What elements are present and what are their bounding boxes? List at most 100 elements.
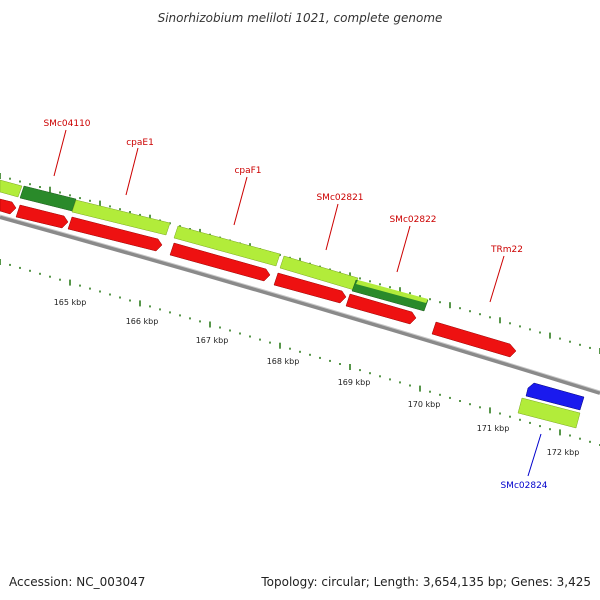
tick-mark — [489, 407, 491, 414]
tick-mark — [79, 284, 81, 287]
tick-mark — [589, 440, 591, 443]
tick-mark — [569, 434, 571, 437]
tick-mark — [199, 320, 201, 323]
tick-mark — [119, 208, 121, 211]
gene-feature-cpae1[interactable] — [71, 199, 171, 236]
tick-mark — [349, 364, 351, 370]
tick-mark — [489, 316, 491, 319]
cds-feature[interactable] — [15, 204, 69, 229]
tick-mark — [99, 200, 101, 207]
tick-mark — [409, 384, 411, 387]
tick-mark — [559, 429, 561, 436]
tick-mark — [49, 275, 51, 278]
tick-mark — [379, 375, 381, 378]
tick-mark — [249, 335, 251, 338]
tick-mark — [29, 269, 31, 272]
tick-mark — [139, 300, 141, 307]
tick-mark — [129, 211, 131, 213]
tick-mark — [449, 396, 451, 399]
tick-mark — [39, 186, 41, 188]
tick-mark — [549, 332, 551, 339]
gene-label-smc02821[interactable]: SMc02821 — [316, 193, 363, 203]
scale-label: 168 kbp — [267, 357, 300, 366]
tick-mark — [69, 279, 71, 286]
inner-tick-marks — [0, 259, 600, 446]
cds-feature[interactable] — [67, 216, 163, 252]
tick-mark — [279, 342, 281, 349]
tick-mark — [359, 369, 361, 372]
tick-mark — [499, 412, 501, 415]
tick-mark — [149, 214, 151, 221]
tick-mark — [119, 296, 121, 299]
tick-mark — [209, 321, 211, 328]
tick-mark — [159, 308, 161, 311]
gene-feature-smc04110[interactable] — [19, 185, 77, 212]
map-title: Sinorhizobium meliloti 1021, complete ge… — [158, 11, 443, 25]
gene-label-smc02824[interactable]: SMc02824 — [500, 481, 547, 491]
gene-feature-cpaf1[interactable] — [173, 225, 281, 267]
tick-mark — [539, 331, 541, 334]
tick-mark — [519, 325, 521, 328]
tick-mark — [399, 287, 401, 294]
tick-mark — [189, 317, 191, 320]
tick-mark — [469, 310, 471, 313]
genome-backbone — [0, 215, 600, 395]
tick-mark — [0, 259, 1, 265]
tick-mark — [9, 263, 11, 266]
cds-feature[interactable] — [0, 198, 17, 215]
tick-mark — [59, 278, 61, 281]
cds-feature[interactable] — [169, 242, 271, 282]
tick-mark — [179, 225, 181, 228]
tick-mark — [429, 390, 431, 393]
label-leader-smc02822 — [396, 225, 411, 273]
tick-mark — [389, 378, 391, 381]
gene-label-trm22[interactable]: TRm22 — [490, 245, 523, 255]
tick-mark — [369, 280, 371, 283]
scale-label: 166 kbp — [126, 317, 159, 326]
tick-mark — [449, 302, 451, 309]
tick-mark — [9, 177, 11, 180]
tick-mark — [509, 322, 511, 325]
tick-mark — [359, 277, 361, 280]
cds-feature[interactable] — [345, 293, 417, 325]
tick-mark — [109, 205, 111, 208]
tick-mark — [169, 311, 171, 314]
gene-label-smc02822[interactable]: SMc02822 — [389, 215, 436, 225]
gene-label-cpae1[interactable]: cpaE1 — [126, 138, 154, 148]
tick-mark — [289, 347, 291, 350]
tick-mark — [469, 403, 471, 406]
tick-mark — [409, 292, 411, 295]
cds-feature-trm22[interactable] — [431, 321, 517, 358]
tick-mark — [479, 406, 481, 409]
tick-mark — [439, 393, 441, 396]
tick-mark — [579, 343, 581, 346]
cds-feature-smc02824[interactable] — [525, 382, 585, 411]
tick-mark — [439, 301, 441, 304]
gene-label-smc04110[interactable]: SMc04110 — [43, 119, 90, 129]
tick-mark — [19, 180, 21, 183]
tick-mark — [269, 341, 271, 344]
tick-mark — [39, 272, 41, 275]
tick-mark — [179, 314, 181, 317]
tick-mark — [309, 353, 311, 356]
tick-mark — [529, 328, 531, 331]
tick-mark — [479, 313, 481, 316]
gene-features — [0, 179, 585, 429]
tick-mark — [219, 326, 221, 329]
tick-mark — [79, 197, 81, 200]
tick-mark — [129, 299, 131, 302]
cds-feature[interactable] — [273, 272, 347, 304]
gene-feature-smc02824[interactable] — [517, 397, 581, 429]
tick-mark — [109, 293, 111, 296]
tick-mark — [339, 363, 341, 365]
tick-mark — [189, 228, 191, 230]
gene-label-cpaf1[interactable]: cpaF1 — [234, 166, 261, 176]
gene-feature[interactable] — [0, 179, 23, 198]
tick-mark — [89, 287, 91, 290]
label-leader-cpae1 — [125, 147, 139, 196]
scale-label: 172 kbp — [547, 448, 580, 457]
tick-mark — [319, 356, 321, 359]
tick-mark — [0, 173, 1, 179]
tick-mark — [519, 418, 521, 421]
